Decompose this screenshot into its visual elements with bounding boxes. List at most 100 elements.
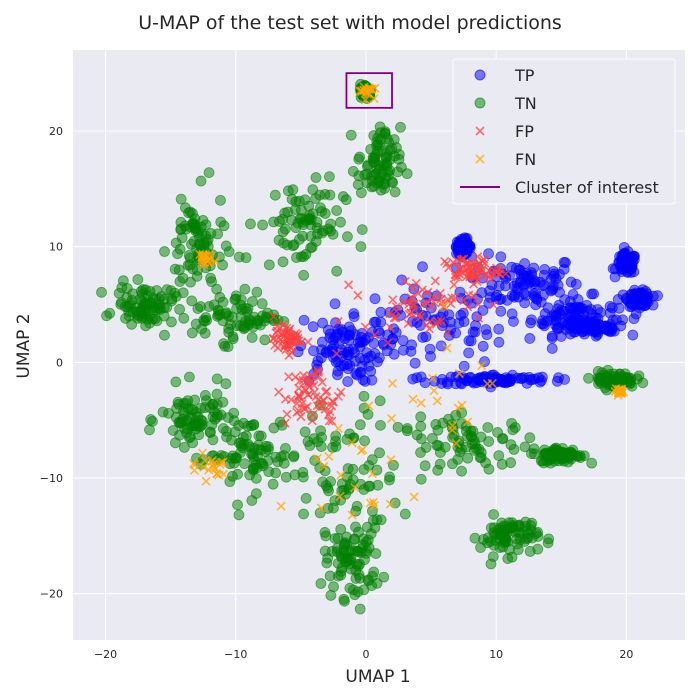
point-tn bbox=[286, 214, 298, 226]
point-tp bbox=[417, 261, 428, 273]
point-tn bbox=[355, 241, 367, 252]
point-fn bbox=[335, 491, 345, 502]
point-tn bbox=[482, 532, 494, 544]
point-tn bbox=[113, 287, 125, 299]
point-tn bbox=[239, 458, 250, 470]
point-tn bbox=[344, 428, 356, 440]
point-fn bbox=[201, 251, 211, 261]
point-tp bbox=[553, 299, 565, 311]
point-fn bbox=[201, 476, 211, 486]
point-fp bbox=[309, 387, 320, 397]
point-fp bbox=[476, 266, 486, 276]
point-tn bbox=[296, 251, 307, 262]
point-tn bbox=[315, 578, 327, 589]
point-tn bbox=[238, 323, 250, 335]
point-tn bbox=[354, 419, 366, 431]
point-tp bbox=[348, 308, 360, 319]
point-tn bbox=[211, 388, 223, 400]
point-fn bbox=[324, 451, 334, 462]
point-tn bbox=[192, 303, 204, 314]
point-fn bbox=[347, 437, 357, 448]
point-tp bbox=[405, 345, 417, 357]
point-tn bbox=[307, 184, 319, 196]
point-tn bbox=[204, 402, 216, 414]
point-fn bbox=[487, 378, 497, 388]
point-tn bbox=[120, 312, 131, 324]
point-fp bbox=[297, 399, 307, 409]
point-fn bbox=[432, 396, 442, 406]
point-fp bbox=[269, 311, 279, 322]
point-tp bbox=[546, 332, 558, 344]
point-tn bbox=[101, 310, 112, 322]
x-tick-label: 20 bbox=[619, 648, 633, 661]
point-tn bbox=[338, 593, 350, 605]
point-tn bbox=[359, 435, 371, 447]
point-tn bbox=[523, 528, 534, 540]
point-tn bbox=[384, 474, 395, 486]
point-tn bbox=[223, 323, 235, 335]
point-tn bbox=[432, 424, 444, 436]
point-fp bbox=[370, 330, 380, 340]
x-tick-label: −10 bbox=[224, 648, 247, 661]
point-tn bbox=[176, 232, 188, 244]
point-tn bbox=[122, 301, 133, 313]
point-tn bbox=[245, 218, 256, 230]
point-tn bbox=[353, 170, 365, 182]
point-tp bbox=[298, 314, 310, 326]
point-tn bbox=[324, 570, 336, 582]
point-tn bbox=[269, 189, 281, 201]
point-tp bbox=[529, 276, 541, 288]
point-fp bbox=[433, 316, 443, 326]
point-tp bbox=[468, 377, 480, 389]
point-tp bbox=[538, 269, 550, 281]
point-tp bbox=[507, 369, 518, 381]
point-tn bbox=[310, 193, 321, 204]
legend-label: Cluster of interest bbox=[515, 178, 659, 197]
point-tn bbox=[349, 534, 360, 545]
point-tn bbox=[456, 407, 468, 419]
point-tn bbox=[297, 230, 309, 242]
point-tp bbox=[317, 317, 328, 329]
point-tn bbox=[347, 474, 359, 486]
point-tn bbox=[376, 145, 388, 157]
point-fn bbox=[416, 398, 426, 408]
point-fp bbox=[459, 295, 469, 305]
point-fp bbox=[323, 410, 334, 420]
point-tn bbox=[280, 471, 292, 483]
point-fp bbox=[284, 350, 294, 360]
point-tp bbox=[547, 280, 559, 292]
legend-label: TN bbox=[514, 94, 537, 113]
point-tn bbox=[503, 517, 515, 529]
point-fp bbox=[385, 322, 395, 333]
point-tn bbox=[277, 226, 289, 238]
point-fp bbox=[442, 328, 453, 338]
point-tp bbox=[481, 329, 493, 341]
point-tn bbox=[355, 187, 367, 199]
point-fp bbox=[415, 312, 426, 322]
point-tn bbox=[240, 252, 252, 264]
legend-marker bbox=[475, 154, 485, 164]
point-fp bbox=[322, 386, 332, 396]
point-fn bbox=[454, 368, 464, 379]
point-fp bbox=[385, 308, 395, 319]
legend-label: FP bbox=[515, 122, 534, 141]
series-fp bbox=[268, 252, 511, 428]
point-tn bbox=[359, 554, 370, 566]
point-fp bbox=[274, 387, 284, 397]
point-tn bbox=[331, 205, 343, 216]
point-tp bbox=[457, 307, 469, 319]
point-tp bbox=[567, 319, 579, 331]
point-tn bbox=[337, 191, 349, 202]
point-tn bbox=[586, 457, 598, 469]
point-tp bbox=[369, 293, 381, 305]
point-tn bbox=[524, 432, 536, 444]
point-tn bbox=[324, 171, 335, 183]
point-tn bbox=[221, 431, 232, 443]
point-tp bbox=[630, 292, 641, 304]
point-tp bbox=[396, 274, 408, 286]
point-tn bbox=[253, 430, 265, 442]
point-tp bbox=[332, 369, 343, 381]
point-tn bbox=[506, 417, 517, 429]
point-fn bbox=[385, 499, 395, 509]
point-tn bbox=[288, 450, 300, 462]
